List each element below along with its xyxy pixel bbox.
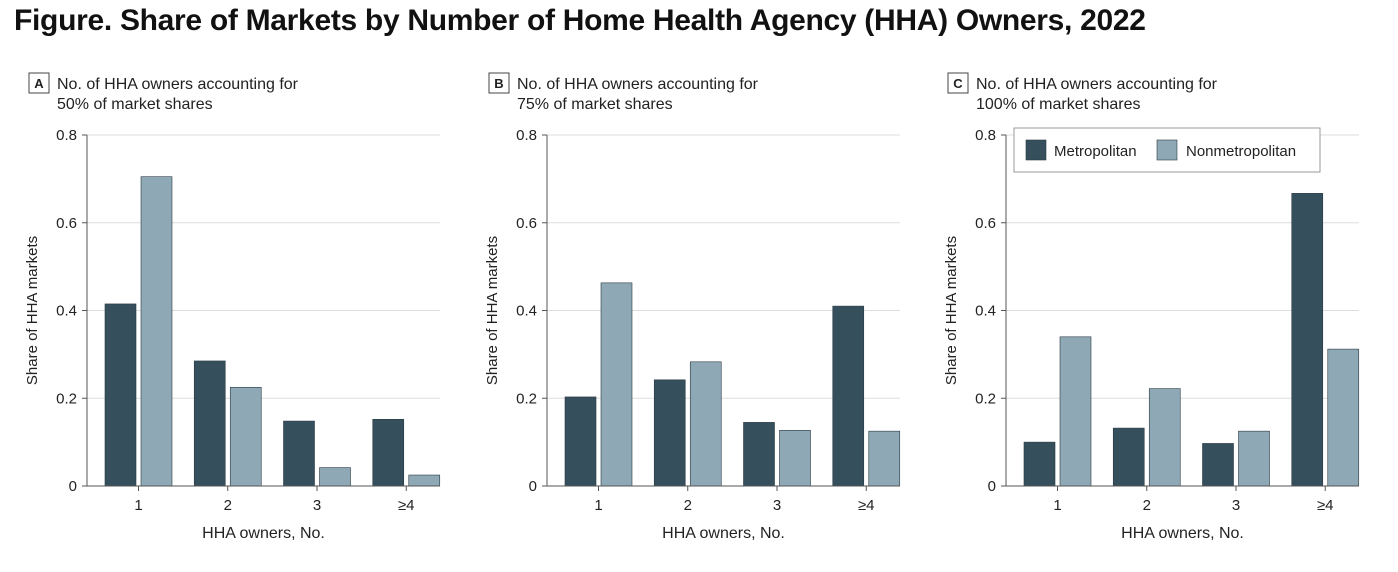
legend-label-metropolitan: Metropolitan <box>1054 143 1137 160</box>
y-tick-label: 0.2 <box>516 390 537 407</box>
chart-panel-b: B No. of HHA owners accounting for 75% of … <box>484 72 901 542</box>
y-tick-label: 0.6 <box>975 215 996 232</box>
y-tick-label: 0.8 <box>975 127 996 144</box>
bar-nonmetropolitan-4 <box>408 474 441 487</box>
bar-metropolitan-4 <box>832 305 865 487</box>
y-tick-label: 0.4 <box>975 303 996 320</box>
bar-metropolitan-3 <box>283 420 315 487</box>
panel-letter-box <box>28 72 50 94</box>
bar-metropolitan-2 <box>1112 427 1145 487</box>
legend-label-nonmetropolitan: Nonmetropolitan <box>1186 143 1296 160</box>
chart-panel-a: A No. of HHA owners accounting for 50% of … <box>24 72 441 542</box>
y-tick-label: 0.8 <box>516 127 537 144</box>
bar-metropolitan-1 <box>104 303 137 487</box>
y-axis-label: Share of HHA markets <box>943 236 960 385</box>
panel-subtitle-line1: No. of HHA owners accounting for <box>976 76 1218 93</box>
x-tick-label: ≥4 <box>1317 497 1334 514</box>
bar-nonmetropolitan-1 <box>140 176 173 487</box>
bar-metropolitan-1 <box>1023 441 1056 487</box>
y-tick-label: 0.6 <box>516 215 537 232</box>
x-axis-label: HHA owners, No. <box>202 525 325 542</box>
y-tick-label: 0 <box>988 478 996 495</box>
x-axis-label: HHA owners, No. <box>1121 525 1244 542</box>
y-tick-label: 0.4 <box>516 303 537 320</box>
x-tick-label: 1 <box>134 497 142 514</box>
bar-metropolitan-4 <box>1291 193 1324 487</box>
bar-nonmetropolitan-3 <box>319 467 351 487</box>
x-tick-label: 1 <box>594 497 602 514</box>
bar-metropolitan-2 <box>193 360 226 487</box>
bar-metropolitan-2 <box>653 379 686 487</box>
x-tick-label: 3 <box>1232 497 1240 514</box>
bar-nonmetropolitan-1 <box>600 282 633 487</box>
x-tick-label: 3 <box>313 497 321 514</box>
bar-nonmetropolitan-4 <box>1327 348 1360 487</box>
bar-metropolitan-3 <box>743 422 775 487</box>
panel-subtitle-line1: No. of HHA owners accounting for <box>517 76 759 93</box>
legend-swatch-metropolitan <box>1025 139 1047 161</box>
bar-metropolitan-4 <box>372 419 405 487</box>
bar-nonmetropolitan-2 <box>1148 388 1181 487</box>
chart-panel-c: C No. of HHA owners accounting for 100% of… <box>943 72 1360 542</box>
panel-subtitle-line2: 50% of market shares <box>57 96 213 113</box>
y-axis-label: Share of HHA markets <box>484 236 501 385</box>
panel-subtitle-line1: No. of HHA owners accounting for <box>57 76 299 93</box>
x-tick-label: 2 <box>684 497 692 514</box>
bar-nonmetropolitan-3 <box>779 429 811 487</box>
panel-letter-box <box>488 72 510 94</box>
panel-letter: B <box>494 76 503 91</box>
legend-swatch-nonmetropolitan <box>1156 139 1178 161</box>
bar-nonmetropolitan-4 <box>868 430 901 487</box>
y-tick-label: 0.6 <box>56 215 77 232</box>
x-tick-label: ≥4 <box>398 497 415 514</box>
x-tick-label: 2 <box>224 497 232 514</box>
x-tick-label: 3 <box>773 497 781 514</box>
panel-subtitle-line2: 75% of market shares <box>517 96 673 113</box>
panel-letter-box <box>947 72 969 94</box>
x-axis-label: HHA owners, No. <box>662 525 785 542</box>
y-tick-label: 0.2 <box>56 390 77 407</box>
bar-nonmetropolitan-2 <box>689 361 722 487</box>
bar-nonmetropolitan-2 <box>229 386 262 487</box>
bar-metropolitan-1 <box>564 396 597 487</box>
x-tick-label: 1 <box>1053 497 1061 514</box>
panel-letter: C <box>953 76 963 91</box>
y-tick-label: 0.8 <box>56 127 77 144</box>
bar-nonmetropolitan-3 <box>1238 430 1270 487</box>
bar-nonmetropolitan-1 <box>1059 336 1092 487</box>
x-tick-label: ≥4 <box>858 497 875 514</box>
y-tick-label: 0 <box>529 478 537 495</box>
y-tick-label: 0.2 <box>975 390 996 407</box>
y-tick-label: 0 <box>69 478 77 495</box>
bar-metropolitan-3 <box>1202 443 1234 487</box>
figure-title: Figure. Share of Markets by Number of Ho… <box>14 4 1146 37</box>
y-tick-label: 0.4 <box>56 303 77 320</box>
panel-subtitle-line2: 100% of market shares <box>976 96 1141 113</box>
panel-letter: A <box>34 76 44 91</box>
y-axis-label: Share of HHA markets <box>24 236 41 385</box>
x-tick-label: 2 <box>1143 497 1151 514</box>
